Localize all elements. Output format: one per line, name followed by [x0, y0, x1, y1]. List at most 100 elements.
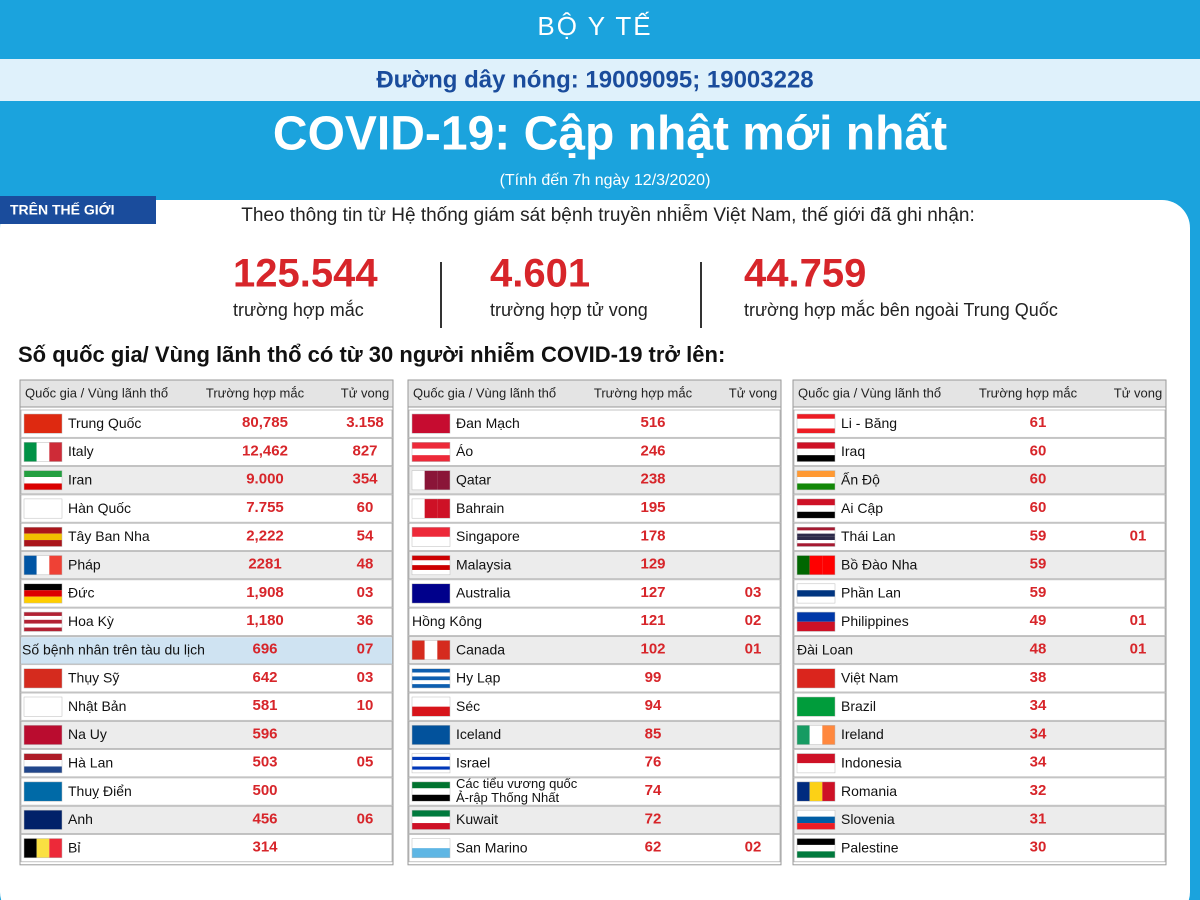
cases: 72 — [645, 810, 662, 827]
deaths: 03 — [357, 669, 374, 686]
flag-stripe — [797, 621, 835, 632]
table-row — [408, 437, 781, 466]
cases: 34 — [1030, 754, 1047, 771]
flag-border — [23, 526, 63, 547]
table-row — [408, 579, 781, 608]
flag-border — [23, 611, 63, 632]
country-name: Canada — [456, 641, 505, 657]
flag-border — [23, 696, 63, 717]
flag-stripe — [412, 680, 450, 685]
table-row — [408, 551, 781, 580]
table-row — [408, 805, 781, 834]
deaths: 3.158 — [346, 414, 384, 431]
flag-border — [411, 696, 451, 717]
table-row — [20, 720, 393, 749]
cases: 38 — [1030, 669, 1047, 686]
flag-stripe — [797, 725, 810, 745]
flag-stripe — [412, 676, 450, 681]
flag-stripe — [49, 442, 62, 462]
deaths: 10 — [357, 697, 374, 714]
flag-stripe — [809, 781, 823, 802]
flag-stripe — [24, 470, 62, 478]
flag-border — [411, 725, 451, 745]
country-name: Kuwait — [456, 811, 498, 827]
country-name: Palestine — [841, 839, 899, 855]
flag-stripe — [412, 414, 450, 434]
deaths: 06 — [357, 810, 374, 827]
flag-stripe — [412, 769, 450, 773]
flag-stripe — [412, 640, 425, 660]
deaths: 827 — [352, 442, 377, 459]
flag-stripe — [412, 816, 450, 824]
flag-stripe — [797, 838, 835, 845]
flag-stripe — [797, 763, 835, 773]
deaths: 07 — [357, 641, 374, 658]
flag-stripe — [797, 477, 835, 484]
tag: TRÊN THẾ GIỚI — [10, 201, 115, 218]
flag-stripe — [24, 838, 37, 858]
flag-border — [411, 668, 451, 689]
flag-stripe — [24, 498, 62, 519]
flag-stripe — [797, 851, 835, 858]
cases: 49 — [1030, 612, 1047, 629]
flag-stripe — [797, 816, 835, 824]
flag-stripe — [797, 844, 835, 852]
flag-border — [796, 781, 836, 802]
deaths: 60 — [357, 499, 374, 516]
flag-stripe — [36, 442, 50, 462]
flag-stripe — [24, 442, 37, 462]
cases: 238 — [640, 471, 665, 488]
flag-stripe — [24, 668, 62, 688]
country-name: Áo — [456, 443, 473, 459]
stat-value: 125.544 — [233, 252, 378, 296]
table-row — [20, 409, 393, 438]
table-row — [793, 692, 1166, 721]
deaths: 03 — [745, 584, 762, 601]
flag — [23, 555, 63, 576]
cases: 12,462 — [242, 442, 288, 459]
title: COVID-19: Cập nhật mới nhất — [273, 108, 947, 161]
flag-stripe — [797, 530, 835, 534]
deaths: 01 — [1130, 527, 1147, 544]
country-name-line: Các tiểu vương quốc — [456, 776, 578, 791]
cases: 129 — [640, 556, 665, 573]
flag-stripe — [412, 838, 450, 849]
flag — [23, 442, 63, 462]
country-name-line: Ả-rập Thống Nhất — [456, 790, 559, 805]
flag-stripe — [412, 753, 450, 757]
cases: 60 — [1030, 499, 1047, 516]
flag — [411, 809, 451, 830]
flag-stripe — [797, 810, 835, 817]
flag-border — [23, 583, 63, 604]
flag — [23, 725, 63, 745]
flag-border — [411, 413, 451, 434]
flag-border — [796, 442, 836, 462]
column-header: Quốc gia / Vùng lãnh thổ — [413, 385, 556, 400]
flag-stripe — [24, 619, 62, 624]
cases: 102 — [640, 641, 665, 658]
flag-stripe — [412, 555, 450, 561]
ship-image — [21, 637, 392, 664]
cases: 60 — [1030, 471, 1047, 488]
cases: 62 — [645, 839, 662, 856]
table-row — [20, 494, 393, 523]
flag — [796, 498, 836, 519]
table-row — [20, 607, 393, 636]
flag-border — [411, 555, 451, 576]
country-name: Australia — [456, 585, 511, 601]
flag-stripe — [437, 640, 450, 660]
flag-stripe — [412, 684, 450, 688]
flag — [23, 583, 63, 604]
cases: 246 — [640, 442, 665, 459]
flag-stripe — [412, 455, 450, 462]
flag-stripe — [36, 555, 50, 575]
flag-border — [23, 753, 63, 774]
country-name: Đan Mạch — [456, 415, 520, 431]
cases: 32 — [1030, 782, 1047, 799]
flag-stripe — [412, 560, 450, 566]
flag — [411, 470, 451, 491]
table-row — [793, 494, 1166, 523]
table-row — [20, 466, 393, 495]
